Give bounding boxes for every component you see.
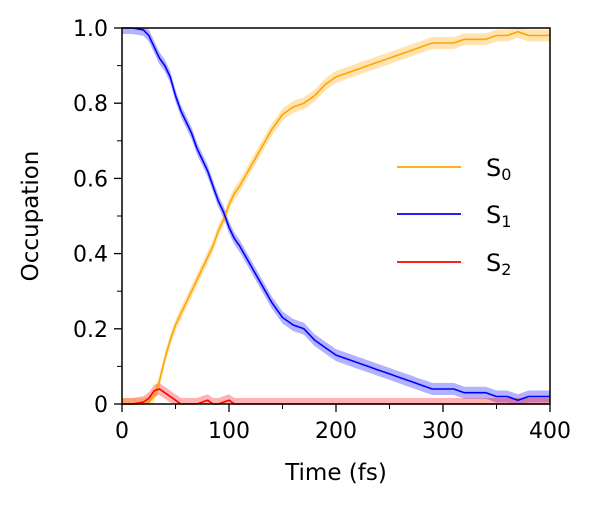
x-tick-label: 400 — [529, 419, 571, 444]
y-tick-label: 0.6 — [73, 167, 108, 192]
y-tick-label: 0.4 — [73, 243, 108, 268]
legend-label: S2 — [486, 249, 511, 279]
legend: S0 S1 S2 — [397, 154, 511, 279]
tick-labels: 0 100 200 300 400 0 0.2 0.4 0.6 0.8 1.0 — [73, 17, 571, 444]
x-tick-label: 100 — [208, 419, 250, 444]
series-line-s1 — [122, 27, 550, 402]
y-tick-label: 0.2 — [73, 318, 108, 343]
y-axis-label: Occupation — [18, 151, 44, 282]
band-s2 — [122, 382, 550, 404]
legend-label: S0 — [486, 154, 511, 184]
series-line-s0 — [122, 30, 550, 405]
x-tick-label: 300 — [422, 419, 464, 444]
y-tick-label: 0 — [94, 393, 108, 418]
legend-entry-s2: S2 — [397, 249, 511, 279]
legend-entry-s1: S1 — [397, 201, 511, 231]
y-tick-label: 1.0 — [73, 17, 108, 42]
axis-ticks — [114, 27, 551, 412]
legend-entry-s0: S0 — [397, 154, 511, 184]
x-tick-label: 0 — [115, 419, 129, 444]
legend-label: S1 — [486, 201, 511, 231]
x-axis-label: Time (fs) — [284, 460, 387, 486]
x-tick-label: 200 — [315, 419, 357, 444]
y-tick-label: 0.8 — [73, 92, 108, 117]
